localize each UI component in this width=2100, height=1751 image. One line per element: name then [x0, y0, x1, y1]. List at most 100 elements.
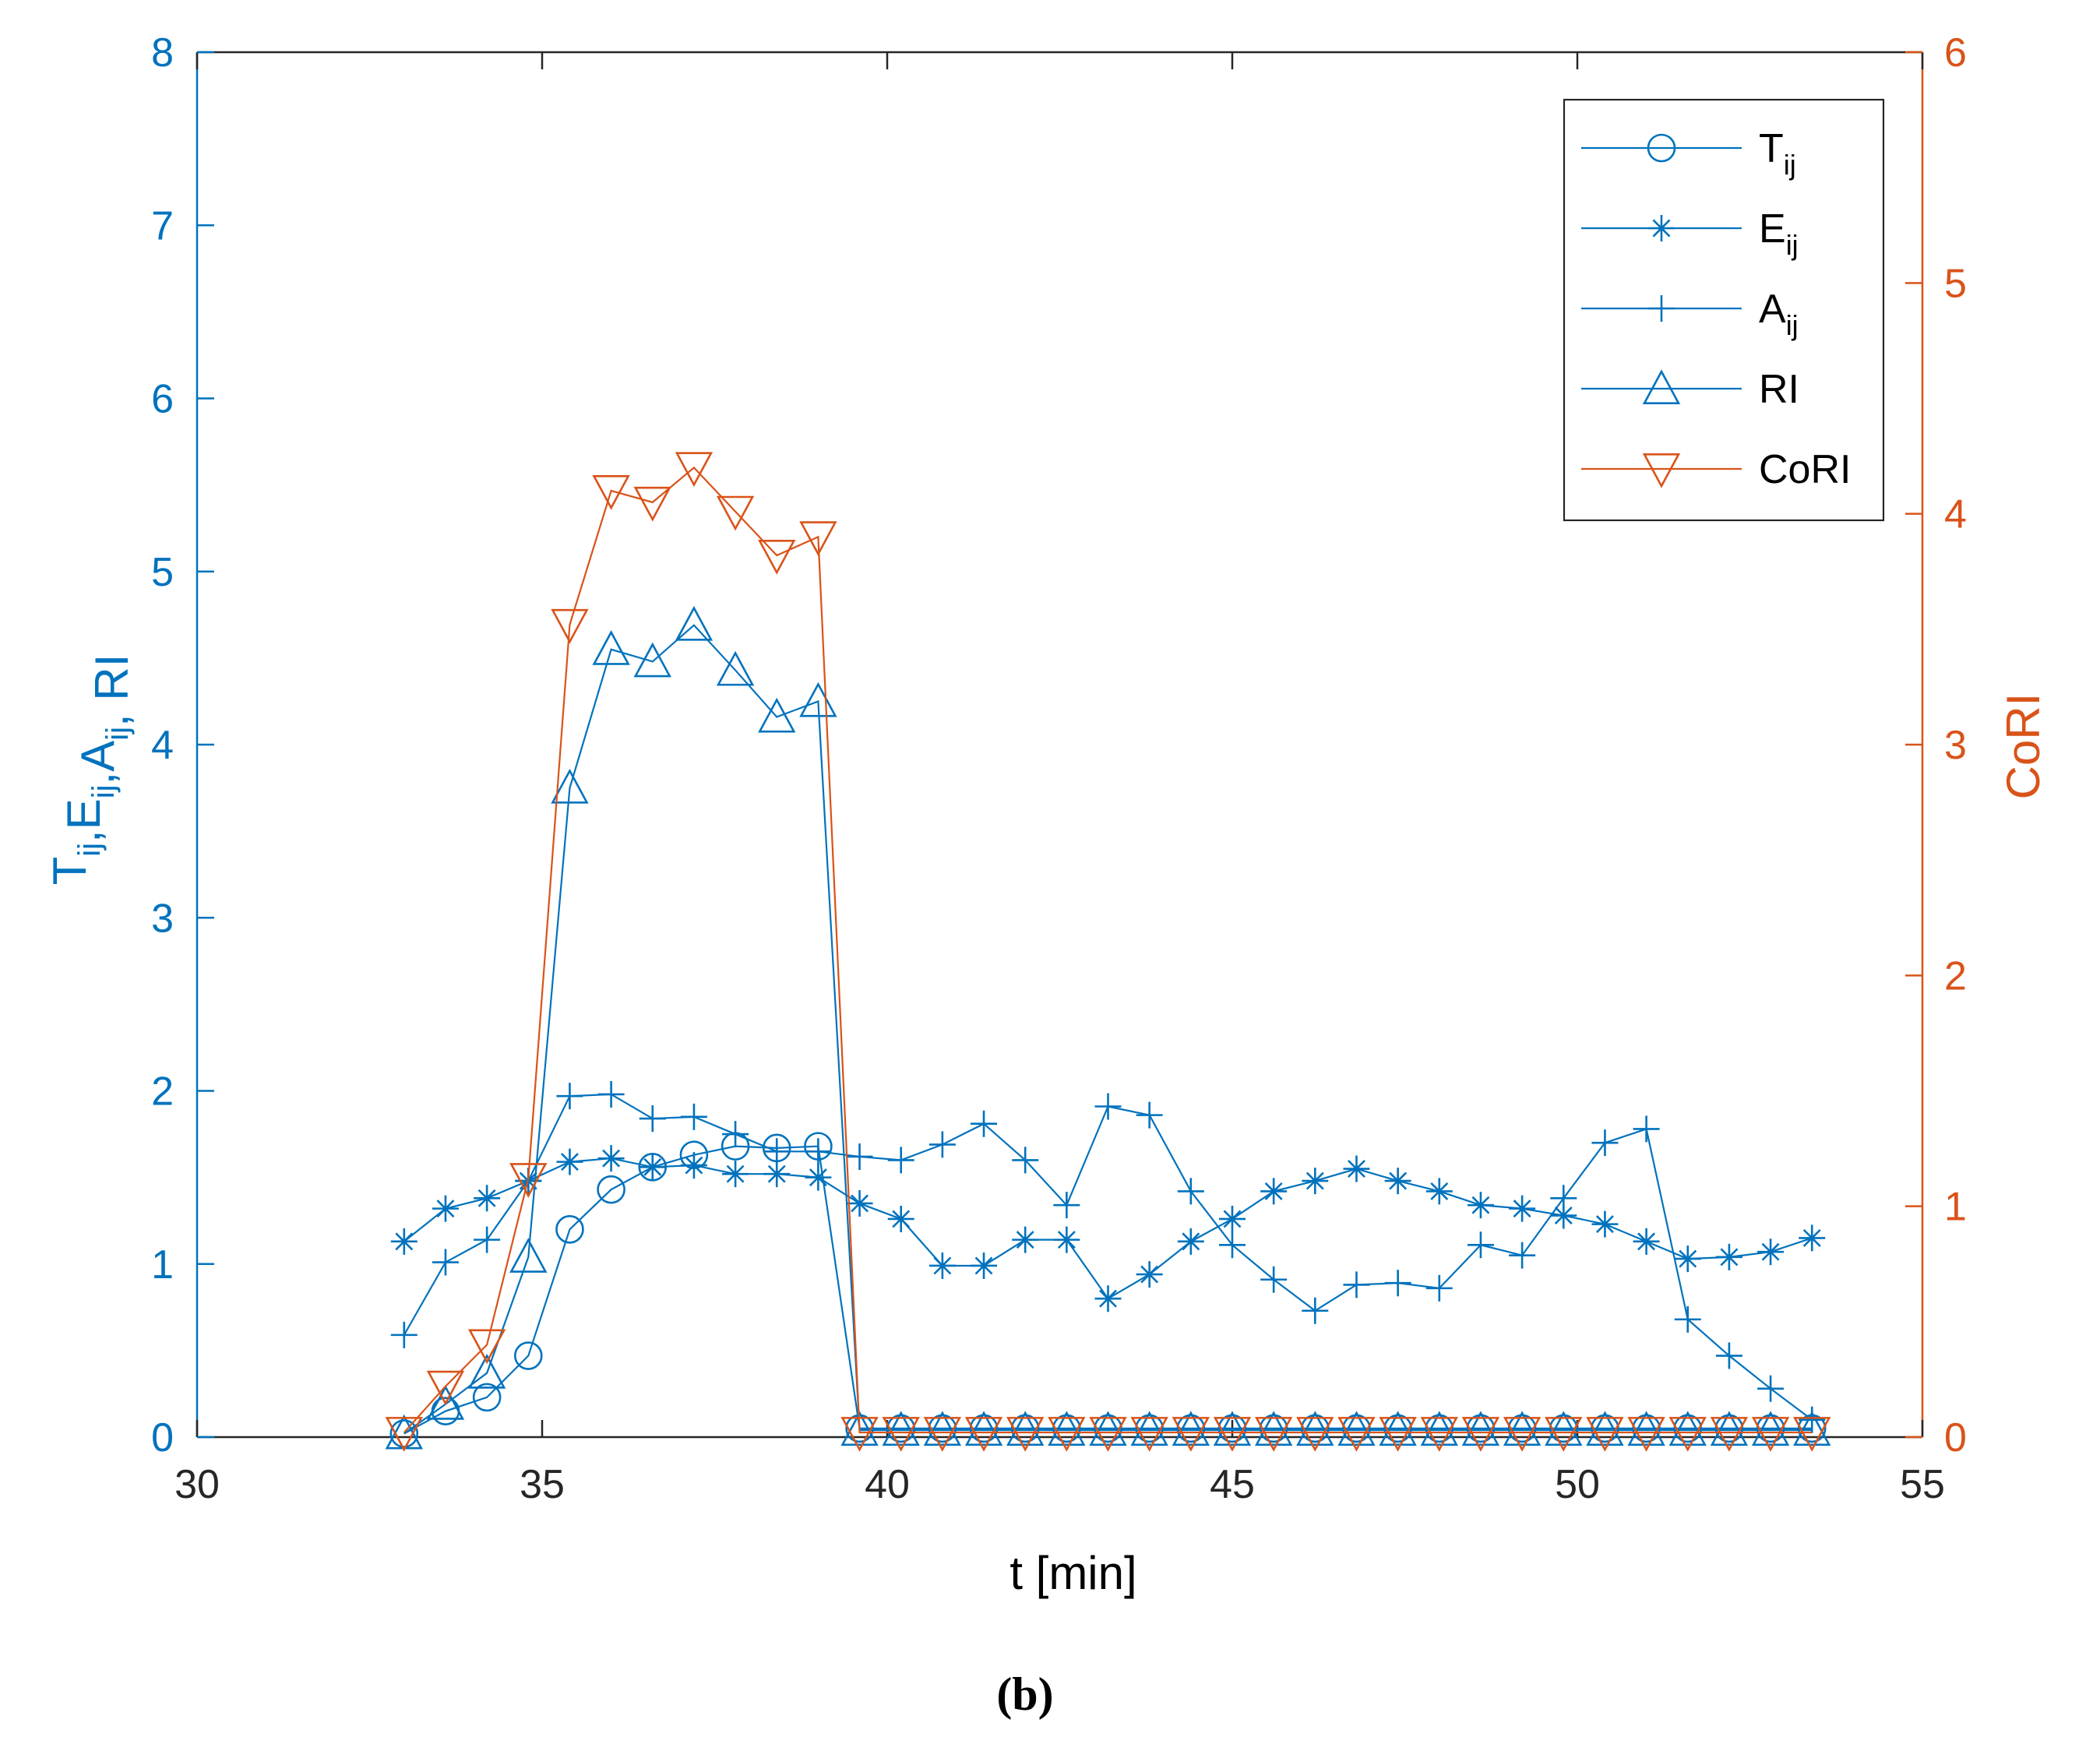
- data-point-cori: [633, 486, 671, 522]
- data-point-cori: [385, 1417, 423, 1452]
- data-point-e: [1094, 1285, 1122, 1312]
- data-point-ri: [882, 1411, 920, 1446]
- data-point-a: [1219, 1231, 1246, 1259]
- data-point-t: [969, 1414, 999, 1443]
- left-y-tick-label: 0: [151, 1415, 174, 1460]
- data-point-ri: [1668, 1411, 1707, 1446]
- legend-label-main: A: [1759, 287, 1786, 332]
- data-point-t: [1383, 1414, 1412, 1443]
- data-point-ri: [1545, 1411, 1583, 1446]
- data-point-cori: [1503, 1417, 1542, 1452]
- data-point-cori: [1793, 1417, 1831, 1452]
- data-point-a: [1633, 1115, 1660, 1143]
- data-point-cori: [1710, 1417, 1749, 1452]
- ylabel-part: T: [44, 857, 96, 886]
- data-point-cori: [509, 1163, 548, 1198]
- data-point-ri: [633, 642, 671, 678]
- data-point-ri: [1461, 1411, 1500, 1446]
- series-line-cori: [403, 466, 1813, 1434]
- data-point-e: [1302, 1168, 1329, 1195]
- data-point-a: [1177, 1178, 1204, 1205]
- legend-marker-t: [1647, 133, 1676, 163]
- data-point-ri: [509, 1238, 548, 1273]
- left-y-tick-label: 5: [151, 550, 174, 595]
- data-point-e: [1799, 1224, 1826, 1252]
- data-point-t: [1301, 1414, 1330, 1443]
- data-point-cori: [964, 1417, 1003, 1452]
- data-point-ri: [1627, 1411, 1665, 1446]
- data-point-t: [1632, 1414, 1661, 1443]
- right-y-tick-label: 2: [1944, 953, 1967, 999]
- data-point-e: [1012, 1226, 1039, 1253]
- data-point-ri: [467, 1354, 506, 1389]
- ylabel-subscript: ij: [72, 843, 107, 857]
- legend-marker-e: [1648, 215, 1675, 241]
- legend-box: [1563, 98, 1885, 522]
- ylabel-part: ,A: [72, 741, 124, 785]
- ylabel-subscript: ij: [86, 784, 121, 798]
- data-point-cori: [1254, 1417, 1293, 1452]
- x-tick-label: 40: [865, 1462, 910, 1507]
- data-point-ri: [1213, 1411, 1252, 1446]
- data-point-e: [722, 1161, 749, 1188]
- data-point-e: [1757, 1238, 1785, 1266]
- data-point-ri: [551, 768, 589, 804]
- data-point-t: [1466, 1414, 1496, 1443]
- data-point-ri: [675, 605, 714, 641]
- data-point-cori: [675, 452, 714, 488]
- legend-item-e: Eij: [1581, 206, 1799, 261]
- data-point-a: [1509, 1242, 1536, 1269]
- legend-label-main: CoRI: [1759, 447, 1851, 492]
- data-point-e: [556, 1148, 583, 1175]
- series-cori: [385, 452, 1831, 1452]
- legend-label-sub: ij: [1786, 229, 1799, 261]
- data-point-e: [1384, 1168, 1411, 1195]
- data-point-ri: [1710, 1411, 1749, 1446]
- legend-label: CoRI: [1759, 447, 1851, 492]
- data-point-a: [805, 1138, 832, 1165]
- data-point-a: [1094, 1093, 1122, 1120]
- data-point-cori: [1420, 1417, 1458, 1452]
- data-point-a: [971, 1110, 998, 1137]
- data-point-a: [1053, 1192, 1080, 1219]
- legend-label-main: E: [1759, 206, 1786, 252]
- data-point-cori: [1379, 1417, 1417, 1452]
- data-point-e: [1219, 1205, 1246, 1232]
- data-point-a: [639, 1105, 666, 1133]
- data-point-e: [1343, 1155, 1370, 1182]
- legend-label: Eij: [1759, 206, 1799, 261]
- data-point-cori: [1586, 1417, 1624, 1452]
- legend-label-sub: ij: [1784, 149, 1796, 181]
- left-y-tick-label: 1: [151, 1242, 174, 1288]
- series-ri: [385, 605, 1831, 1450]
- data-point-cori: [923, 1417, 962, 1452]
- data-point-a: [928, 1131, 956, 1158]
- series-a: [390, 1080, 1826, 1433]
- data-point-cori: [1048, 1417, 1086, 1452]
- data-point-t: [1507, 1414, 1537, 1443]
- left-y-tick-label: 7: [151, 203, 174, 248]
- left-axis-label: Tij,Eij,Aij, RI: [44, 654, 138, 886]
- data-point-cori: [1006, 1417, 1045, 1452]
- right-y-tick-label: 0: [1944, 1415, 1967, 1460]
- legend-marker-ri: [1642, 369, 1681, 405]
- data-point-ri: [799, 682, 837, 717]
- data-point-a: [597, 1080, 625, 1108]
- data-point-cori: [1668, 1417, 1707, 1452]
- x-tick-label: 35: [520, 1462, 565, 1507]
- data-point-a: [887, 1147, 914, 1174]
- data-point-e: [390, 1228, 418, 1255]
- data-point-cori: [1545, 1417, 1583, 1452]
- data-point-ri: [1130, 1411, 1168, 1446]
- data-point-a: [1012, 1147, 1039, 1174]
- data-point-e: [805, 1164, 832, 1191]
- legend-marker-cori: [1642, 453, 1681, 488]
- data-point-ri: [923, 1411, 962, 1446]
- right-y-tick-label: 4: [1944, 492, 1967, 537]
- data-point-a: [390, 1321, 418, 1348]
- data-point-ri: [758, 697, 796, 733]
- data-point-t: [1549, 1414, 1578, 1443]
